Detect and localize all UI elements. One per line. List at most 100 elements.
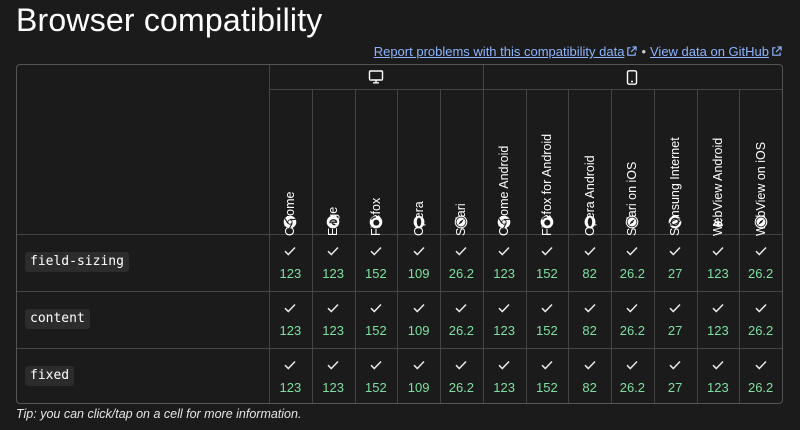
version-label: 123 — [707, 323, 729, 338]
check-icon — [498, 300, 510, 318]
support-cell[interactable]: 26.2 — [611, 234, 654, 290]
version-label: 82 — [582, 323, 597, 338]
check-icon — [413, 300, 425, 318]
support-cell[interactable]: 26.2 — [611, 348, 654, 403]
version-label: 109 — [407, 323, 430, 338]
grid-line — [653, 89, 655, 403]
support-cell[interactable]: 26.2 — [611, 291, 654, 347]
support-cell[interactable]: 26.2 — [440, 234, 483, 290]
check-icon — [584, 243, 596, 261]
version-label: 152 — [536, 323, 558, 338]
check-icon — [712, 243, 724, 261]
support-cell[interactable]: 82 — [568, 348, 611, 403]
chrome-icon — [497, 215, 511, 229]
check-icon — [755, 357, 767, 375]
version-label: 109 — [407, 380, 430, 395]
version-label: 152 — [536, 266, 558, 281]
check-icon — [755, 243, 767, 261]
version-label: 123 — [493, 323, 515, 338]
grid-line — [611, 89, 612, 403]
version-label: 152 — [365, 380, 387, 395]
support-cell[interactable]: 123 — [697, 234, 740, 290]
version-label: 27 — [667, 266, 683, 281]
version-label: 27 — [667, 380, 683, 395]
support-cell[interactable]: 152 — [355, 348, 398, 403]
safari-icon — [754, 215, 768, 229]
compat-table: ChromeEdgeFirefoxOperaSafariChrome Andro… — [16, 64, 783, 404]
support-cell[interactable]: 109 — [397, 234, 440, 290]
support-cell[interactable]: 123 — [483, 291, 526, 347]
support-cell[interactable]: 123 — [312, 234, 355, 290]
check-icon — [541, 300, 553, 318]
android-icon — [711, 215, 725, 229]
version-label: 123 — [322, 380, 344, 395]
version-label: 109 — [407, 266, 430, 281]
support-cell[interactable]: 123 — [312, 291, 355, 347]
check-icon — [498, 357, 510, 375]
support-cell[interactable]: 109 — [397, 348, 440, 403]
grid-line — [440, 89, 441, 403]
version-label: 152 — [365, 323, 387, 338]
version-label: 123 — [279, 380, 302, 395]
support-cell[interactable]: 123 — [483, 234, 526, 290]
chrome-icon — [283, 215, 297, 229]
external-link-icon — [772, 46, 782, 56]
support-cell[interactable]: 26.2 — [739, 291, 782, 347]
check-icon — [455, 243, 467, 261]
tip-text: Tip: you can click/tap on a cell for mor… — [16, 407, 302, 421]
support-cell[interactable]: 152 — [355, 234, 398, 290]
edge-icon — [326, 215, 340, 229]
check-icon — [626, 243, 638, 261]
firefox-icon — [540, 215, 554, 229]
check-icon — [370, 357, 382, 375]
support-cell[interactable]: 27 — [654, 291, 697, 347]
mobile-icon — [626, 70, 638, 90]
check-icon — [712, 357, 724, 375]
support-cell[interactable]: 123 — [697, 291, 740, 347]
check-icon — [284, 243, 296, 261]
version-label: 123 — [493, 380, 515, 395]
version-label: 26.2 — [619, 266, 646, 281]
support-cell[interactable]: 27 — [654, 348, 697, 403]
check-icon — [712, 300, 724, 318]
support-cell[interactable]: 26.2 — [739, 234, 782, 290]
support-cell[interactable]: 123 — [697, 348, 740, 403]
support-cell[interactable]: 152 — [526, 291, 569, 347]
support-cell[interactable]: 152 — [526, 234, 569, 290]
feature-name: field-sizing — [25, 252, 129, 272]
support-cell[interactable]: 123 — [269, 348, 312, 403]
support-cell[interactable]: 123 — [312, 348, 355, 403]
support-cell[interactable]: 82 — [568, 234, 611, 290]
support-cell[interactable]: 123 — [269, 234, 312, 290]
report-problems-link[interactable]: Report problems with this compatibility … — [373, 44, 625, 59]
grid-line — [269, 89, 782, 90]
grid-line — [525, 89, 527, 403]
check-icon — [370, 243, 382, 261]
support-cell[interactable]: 26.2 — [739, 348, 782, 403]
check-icon — [498, 243, 510, 261]
support-cell[interactable]: 123 — [483, 348, 526, 403]
desktop-icon — [368, 70, 384, 89]
version-label: 26.2 — [619, 323, 646, 338]
grid-line — [739, 89, 741, 403]
version-label: 26.2 — [747, 266, 774, 281]
support-cell[interactable]: 109 — [397, 291, 440, 347]
view-on-github-link[interactable]: View data on GitHub — [650, 44, 769, 59]
support-cell[interactable]: 152 — [526, 348, 569, 403]
version-label: 26.2 — [448, 323, 475, 338]
support-cell[interactable]: 26.2 — [440, 348, 483, 403]
support-cell[interactable]: 27 — [654, 234, 697, 290]
support-cell[interactable]: 123 — [269, 291, 312, 347]
support-cell[interactable]: 82 — [568, 291, 611, 347]
check-icon — [455, 300, 467, 318]
support-cell[interactable]: 152 — [355, 291, 398, 347]
version-label: 152 — [365, 266, 387, 281]
check-icon — [284, 357, 296, 375]
support-cell[interactable]: 26.2 — [440, 291, 483, 347]
check-icon — [284, 300, 296, 318]
check-icon — [584, 300, 596, 318]
compat-grid: ChromeEdgeFirefoxOperaSafariChrome Andro… — [17, 65, 782, 403]
version-label: 27 — [667, 323, 683, 338]
grid-line — [17, 348, 782, 349]
check-icon — [541, 243, 553, 261]
